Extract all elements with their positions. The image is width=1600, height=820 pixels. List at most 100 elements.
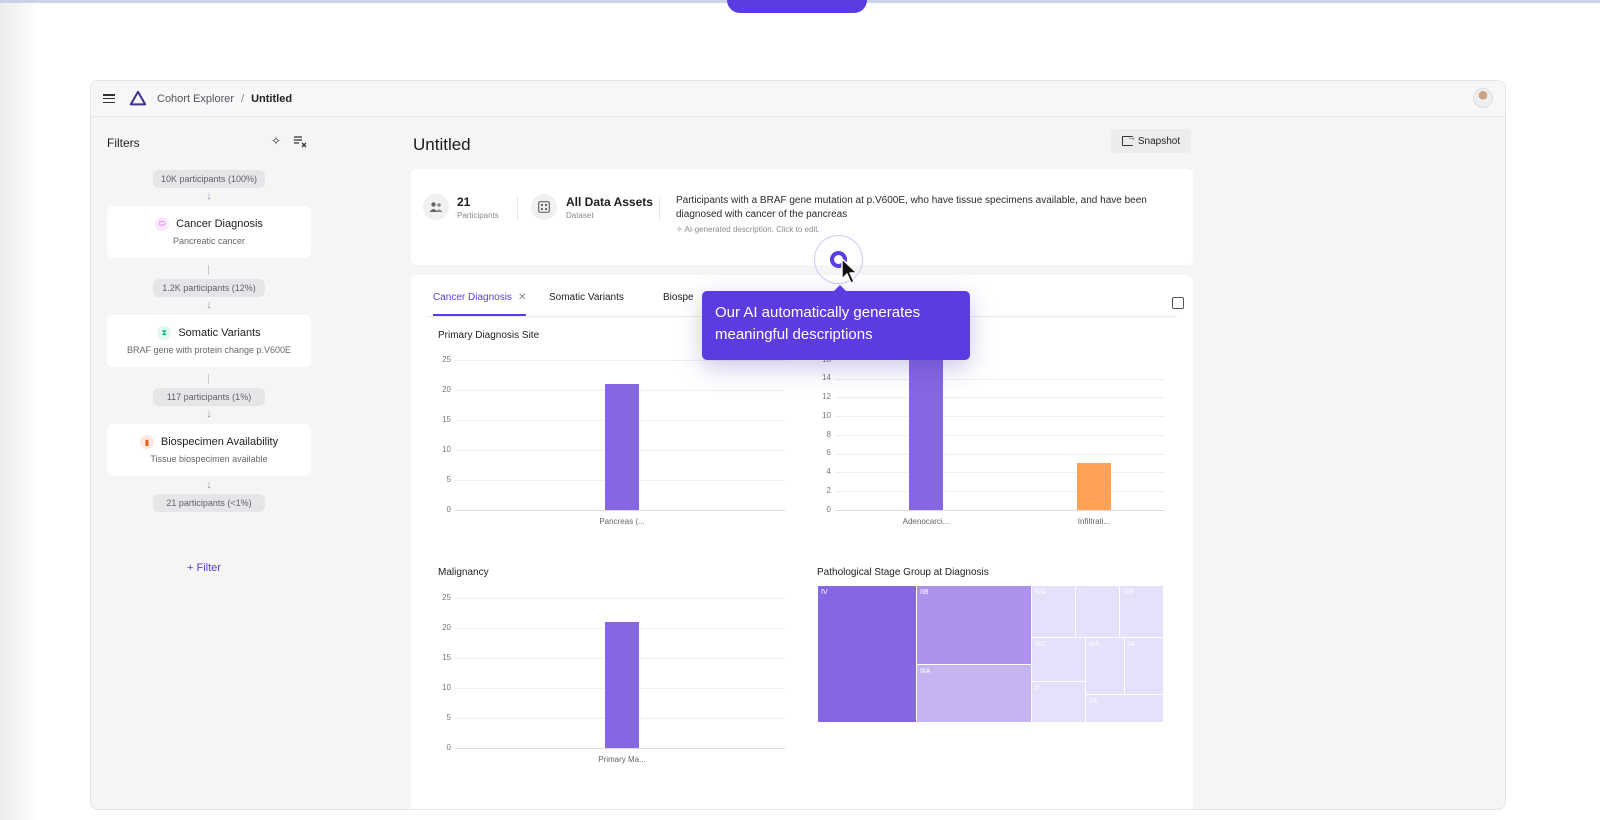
treemap-cell[interactable]: IIIC: [1031, 637, 1086, 682]
treemap-cell[interactable]: IV: [817, 585, 917, 723]
x-axis: [455, 748, 785, 749]
divider: [659, 197, 660, 221]
arrow-down-icon: ↓: [206, 190, 212, 202]
y-tick: 6: [826, 448, 831, 457]
cohort-description[interactable]: Participants with a BRAF gene mutation a…: [676, 195, 1147, 220]
export-icon: [1121, 132, 1136, 146]
filters-sidebar: Filters ✧ 10K participants (100%) ↓ ⬭ Ca…: [91, 118, 321, 809]
gridline: [835, 379, 1165, 380]
tab-somatic-variants[interactable]: Somatic Variants: [549, 292, 624, 303]
y-tick: 20: [442, 385, 451, 394]
filter-card-somatic-variants[interactable]: ⧗ Somatic Variants BRAF gene with protei…: [107, 315, 311, 367]
participant-count-pill: 10K participants (100%): [153, 170, 265, 188]
y-tick: 2: [826, 486, 831, 495]
tab-biospecimen[interactable]: Biospe: [663, 292, 694, 303]
gridline: [835, 454, 1165, 455]
filter-card-cancer-diagnosis[interactable]: ⬭ Cancer Diagnosis Pancreatic cancer: [107, 206, 311, 258]
dataset-grid-icon: [531, 194, 557, 220]
x-label: Infiltrati...: [1077, 517, 1111, 526]
gridline: [835, 472, 1165, 473]
filter-subtitle: BRAF gene with protein change p.V600E: [126, 345, 292, 355]
gridline: [835, 416, 1165, 417]
users-icon: [423, 194, 449, 220]
window-edge-shadow: [0, 0, 40, 820]
y-tick: 0: [826, 505, 831, 514]
treemap-cell[interactable]: I: [1075, 585, 1120, 638]
arrow-down-icon: ↓: [206, 299, 212, 311]
chart-title: Primary Diagnosis Site: [438, 330, 540, 341]
filter-card-biospecimen[interactable]: ▮ Biospecimen Availability Tissue biospe…: [107, 424, 311, 476]
treemap-cell[interactable]: IA: [1124, 637, 1164, 695]
treemap-cell[interactable]: IVA: [1031, 585, 1076, 638]
app-window: Cohort Explorer / Untitled Filters ✧ 10K…: [90, 80, 1506, 810]
divider: [517, 197, 518, 221]
avatar[interactable]: [1473, 88, 1493, 108]
dataset-value[interactable]: All Data Assets: [566, 195, 653, 209]
snapshot-button[interactable]: Snapshot: [1111, 129, 1191, 153]
filter-title: Somatic Variants: [178, 327, 261, 339]
filters-title: Filters: [107, 136, 140, 150]
y-tick: 0: [446, 743, 451, 752]
breadcrumb-separator: /: [241, 92, 245, 105]
y-tick: 15: [442, 653, 451, 662]
breadcrumb-current: Untitled: [251, 92, 293, 105]
bar-primary-malignancy[interactable]: [605, 622, 639, 748]
y-tick: 5: [446, 713, 451, 722]
bar-infiltrating[interactable]: [1077, 463, 1111, 510]
y-tick: 12: [822, 392, 831, 401]
treemap-cell[interactable]: IIA: [1085, 694, 1164, 723]
hourglass-icon: ⧗: [157, 326, 172, 340]
x-label: Pancreas (...: [599, 517, 645, 526]
hamburger-menu-icon[interactable]: [103, 94, 115, 103]
ai-description-note[interactable]: ✧ AI-generated description. Click to edi…: [676, 225, 820, 234]
x-label: Primary Ma...: [598, 755, 646, 764]
summary-card: 21 Participants All Data Assets Dataset …: [411, 169, 1193, 265]
gridline: [835, 491, 1165, 492]
y-tick: 4: [826, 467, 831, 476]
arrow-down-icon: ↓: [206, 479, 212, 491]
treemap-cell[interactable]: IIB: [916, 585, 1032, 665]
clear-filters-icon[interactable]: [293, 134, 307, 148]
connector-line: [208, 265, 209, 275]
app-header: Cohort Explorer / Untitled: [91, 81, 1505, 117]
y-tick: 14: [822, 373, 831, 382]
tab-cancer-diagnosis[interactable]: Cancer Diagnosis ✕: [433, 292, 527, 316]
filter-subtitle: Tissue biospecimen available: [150, 454, 268, 464]
chart-title: Pathological Stage Group at Diagnosis: [817, 567, 989, 578]
recording-indicator: [727, 0, 867, 13]
y-tick: 10: [822, 411, 831, 420]
y-tick: 20: [442, 623, 451, 632]
y-tick: 10: [442, 445, 451, 454]
treemap-cell[interactable]: II: [1031, 681, 1086, 723]
connector-line: [208, 374, 209, 384]
filter-title: Biospecimen Availability: [160, 436, 279, 448]
bar-pancreas[interactable]: [605, 384, 639, 510]
add-filter-button[interactable]: + Filter: [187, 562, 221, 574]
onboarding-tooltip: Our AI automatically generates meaningfu…: [702, 285, 970, 360]
x-axis: [455, 510, 785, 511]
participant-count-pill: 117 participants (1%): [153, 388, 265, 406]
dataset-label: Dataset: [566, 211, 594, 220]
bar-adenocarcinoma[interactable]: [909, 360, 943, 510]
chart-title: Malignancy: [438, 567, 489, 578]
treemap-cell[interactable]: IIIB: [1119, 585, 1164, 638]
logo-icon: [129, 90, 147, 105]
breadcrumb-root[interactable]: Cohort Explorer: [157, 92, 235, 105]
participant-count-pill: 1.2K participants (12%): [153, 279, 265, 297]
gridline: [455, 598, 785, 599]
treemap-cell[interactable]: IIIA: [916, 664, 1032, 723]
close-icon[interactable]: ✕: [517, 292, 527, 303]
y-tick: 15: [442, 415, 451, 424]
ai-sparkle-icon[interactable]: ✧: [271, 134, 282, 148]
treemap-cell[interactable]: IIIA: [1085, 637, 1125, 695]
stage-treemap: IV IIB IIIA IVA I IIIB IIIC IIIA IA II I…: [817, 585, 1164, 723]
arrow-down-icon: ↓: [206, 408, 212, 420]
gridline: [835, 435, 1165, 436]
page-title[interactable]: Untitled: [413, 135, 471, 154]
filter-title: Cancer Diagnosis: [176, 218, 263, 230]
add-chart-icon[interactable]: [1172, 297, 1184, 309]
gridline: [835, 397, 1165, 398]
snapshot-label: Snapshot: [1137, 135, 1181, 147]
filter-subtitle: Pancreatic cancer: [172, 236, 246, 246]
mouse-cursor-icon: [841, 258, 858, 284]
